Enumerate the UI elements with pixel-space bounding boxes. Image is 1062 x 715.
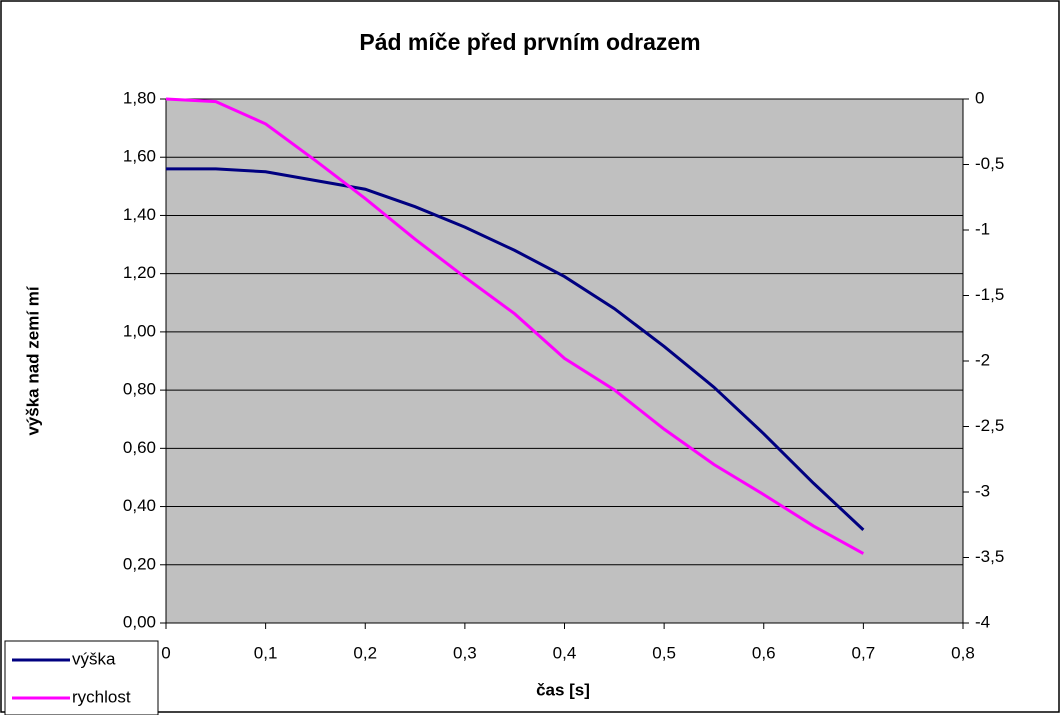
y2-tick-label: -0,5 [975,154,1004,173]
y2-tick-label: -2,5 [975,416,1004,435]
x-tick-label: 0,7 [852,643,876,662]
x-tick-label: 0,6 [752,643,776,662]
legend-label: výška [72,649,116,668]
x-tick-label: 0,3 [453,643,477,662]
y2-tick-label: -1,5 [975,285,1004,304]
y-tick-label: 1,60 [123,147,156,166]
y-tick-label: 0,00 [123,612,156,631]
data-line [165,97,865,555]
y-axis-title: výška nad zemí mí [23,285,42,436]
x-axis-title: čas [s] [536,680,590,699]
y-tick-label: 1,40 [123,205,156,224]
y-tick-label: 0,60 [123,438,156,457]
y2-tick-label: 0 [975,88,984,107]
x-tick-label: 0,2 [353,643,377,662]
y-tick-label: 1,00 [123,321,156,340]
legend [4,640,159,715]
x-tick-label: 0,8 [951,643,975,662]
x-tick-label: 0,5 [652,643,676,662]
y-tick-label: 0,40 [123,496,156,515]
data-line [166,167,865,531]
y-tick-label: 1,20 [123,263,156,282]
y2-tick-label: -1 [975,219,990,238]
y-tick-label: 1,80 [123,88,156,107]
y2-tick-label: -2 [975,350,990,369]
legend-label: rychlost [72,687,131,706]
y2-tick-label: -4 [975,612,990,631]
plot-area [165,98,964,624]
y-tick-label: 0,20 [123,554,156,573]
y2-tick-label: -3,5 [975,547,1004,566]
chart-title: Pád míče před prvním odrazem [359,29,700,55]
x-tick-label: 0,4 [553,643,577,662]
y2-tick-label: -3 [975,481,990,500]
x-tick-label: 0,1 [254,643,278,662]
y-tick-label: 0,80 [123,380,156,399]
x-tick-label: 0 [161,643,170,662]
